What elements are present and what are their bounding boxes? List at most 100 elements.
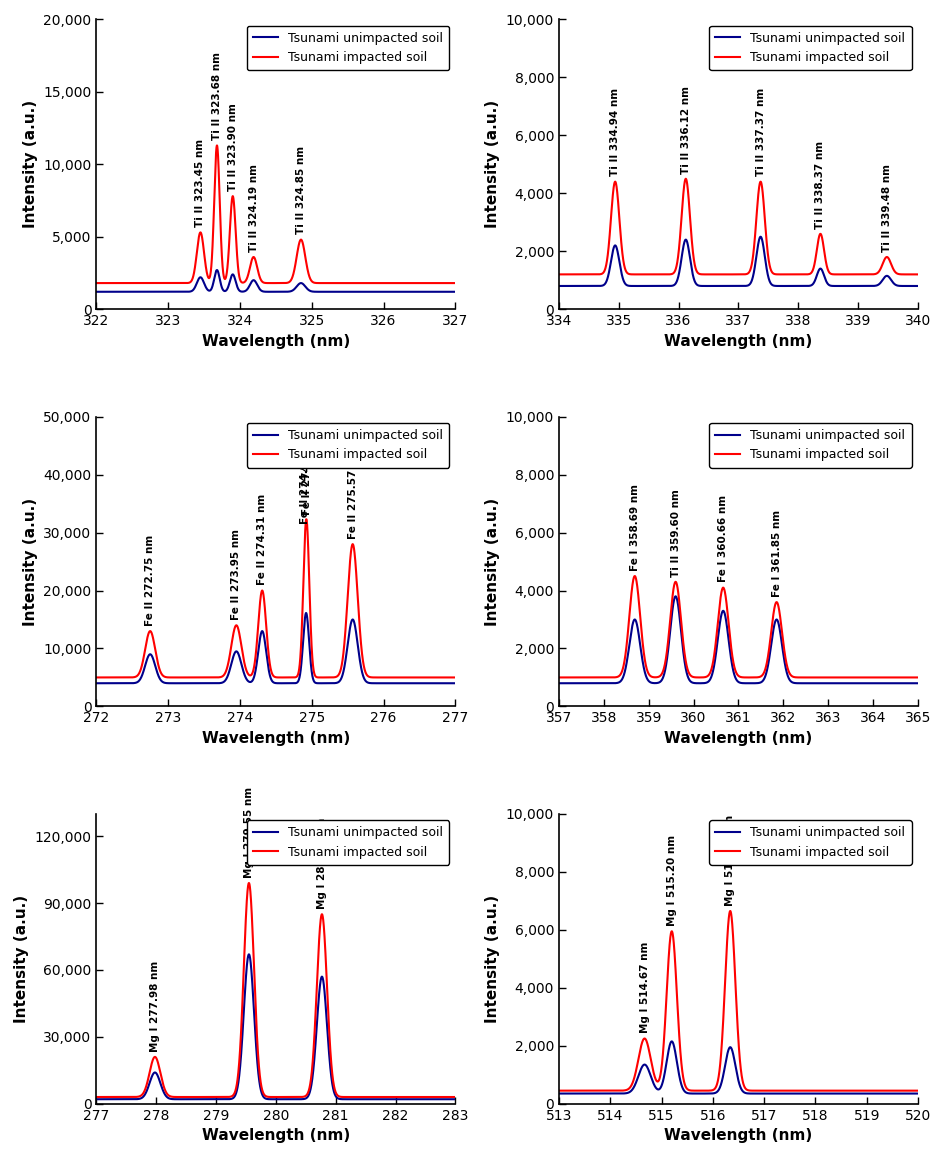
X-axis label: Wavelength (nm): Wavelength (nm) xyxy=(201,1128,349,1143)
Tsunami unimpacted soil xyxy=(449,1092,461,1106)
Legend: Tsunami unimpacted soil, Tsunami impacted soil: Tsunami unimpacted soil, Tsunami impacte… xyxy=(246,25,448,71)
Tsunami impacted soil xyxy=(690,670,701,684)
Tsunami unimpacted soil xyxy=(306,1076,317,1090)
Tsunami unimpacted soil xyxy=(359,285,370,299)
Text: Mg I 514.67 nm: Mg I 514.67 nm xyxy=(639,942,649,1033)
Tsunami impacted soil xyxy=(767,1084,779,1098)
Text: Mg I 515.20 nm: Mg I 515.20 nm xyxy=(666,835,676,926)
Text: Fe I 360.66 nm: Fe I 360.66 nm xyxy=(717,495,728,582)
Text: Fe II 272.75 nm: Fe II 272.75 nm xyxy=(145,535,155,626)
Tsunami impacted soil xyxy=(680,172,691,186)
Text: Ti II 323.45 nm: Ti II 323.45 nm xyxy=(195,139,205,227)
Tsunami impacted soil xyxy=(91,277,102,290)
Tsunami unimpacted soil xyxy=(449,285,461,299)
Tsunami impacted soil xyxy=(156,1071,167,1085)
Tsunami unimpacted soil xyxy=(820,677,832,691)
Tsunami impacted soil xyxy=(156,277,167,290)
X-axis label: Wavelength (nm): Wavelength (nm) xyxy=(664,731,812,746)
Tsunami unimpacted soil xyxy=(385,677,396,691)
Line: Tsunami unimpacted soil: Tsunami unimpacted soil xyxy=(96,955,455,1099)
Tsunami impacted soil xyxy=(552,267,564,281)
Tsunami unimpacted soil xyxy=(820,275,832,289)
Tsunami unimpacted soil xyxy=(91,1092,102,1106)
Tsunami impacted soil xyxy=(449,671,461,685)
Text: Fe II 273.95 nm: Fe II 273.95 nm xyxy=(231,529,241,620)
Tsunami unimpacted soil xyxy=(91,677,102,691)
Tsunami impacted soil xyxy=(552,1084,564,1098)
Tsunami impacted soil xyxy=(820,259,832,273)
Text: Ti II 338.37 nm: Ti II 338.37 nm xyxy=(815,140,824,229)
Text: Fe II 274.91 nm: Fe II 274.91 nm xyxy=(300,433,310,524)
Tsunami unimpacted soil xyxy=(617,668,629,681)
Line: Tsunami unimpacted soil: Tsunami unimpacted soil xyxy=(558,237,917,286)
Text: Fe II 274.93 nm: Fe II 274.93 nm xyxy=(301,425,312,515)
Tsunami impacted soil xyxy=(449,1090,461,1104)
Tsunami unimpacted soil xyxy=(786,676,798,690)
Tsunami impacted soil xyxy=(306,1066,317,1079)
Tsunami impacted soil xyxy=(228,193,239,207)
Tsunami impacted soil xyxy=(767,602,779,616)
Tsunami unimpacted soil xyxy=(767,1086,779,1100)
Tsunami unimpacted soil xyxy=(690,676,701,690)
Tsunami unimpacted soil xyxy=(911,677,922,691)
Text: Fe II 274.31 nm: Fe II 274.31 nm xyxy=(257,494,267,585)
Tsunami impacted soil xyxy=(306,274,317,288)
Text: Ti II 339.48 nm: Ti II 339.48 nm xyxy=(881,164,891,252)
X-axis label: Wavelength (nm): Wavelength (nm) xyxy=(664,1128,812,1143)
Text: Fe II 275.57 nm: Fe II 275.57 nm xyxy=(347,448,358,539)
Tsunami unimpacted soil xyxy=(666,1034,677,1048)
Tsunami unimpacted soil xyxy=(306,285,317,299)
Y-axis label: Intensity (a.u.): Intensity (a.u.) xyxy=(14,894,29,1023)
Tsunami unimpacted soil xyxy=(324,677,335,691)
Line: Tsunami impacted soil: Tsunami impacted soil xyxy=(96,519,455,678)
Tsunami unimpacted soil xyxy=(911,279,922,293)
Text: Ti II 324.19 nm: Ti II 324.19 nm xyxy=(248,164,259,252)
Tsunami impacted soil xyxy=(306,641,317,655)
Text: Ti II 334.94 nm: Ti II 334.94 nm xyxy=(610,88,619,177)
Line: Tsunami unimpacted soil: Tsunami unimpacted soil xyxy=(96,613,455,684)
Tsunami unimpacted soil xyxy=(669,589,681,603)
Tsunami unimpacted soil xyxy=(786,279,798,293)
Tsunami impacted soil xyxy=(156,666,167,680)
Tsunami unimpacted soil xyxy=(156,675,167,688)
Tsunami impacted soil xyxy=(324,671,335,685)
Tsunami unimpacted soil xyxy=(156,285,167,299)
X-axis label: Wavelength (nm): Wavelength (nm) xyxy=(664,333,812,348)
Tsunami unimpacted soil xyxy=(552,677,564,691)
Text: Ti II 323.90 nm: Ti II 323.90 nm xyxy=(228,103,238,191)
Tsunami impacted soil xyxy=(211,139,223,153)
Tsunami impacted soil xyxy=(91,1090,102,1104)
Y-axis label: Intensity (a.u.): Intensity (a.u.) xyxy=(484,894,499,1023)
Text: Ti II 359.60 nm: Ti II 359.60 nm xyxy=(670,488,680,576)
Tsunami impacted soil xyxy=(385,277,396,290)
Tsunami impacted soil xyxy=(690,1084,701,1098)
Text: Ti II 323.68 nm: Ti II 323.68 nm xyxy=(211,52,222,140)
Tsunami unimpacted soil xyxy=(156,1079,167,1093)
Tsunami unimpacted soil xyxy=(306,665,317,679)
Tsunami impacted soil xyxy=(848,1084,859,1098)
Tsunami unimpacted soil xyxy=(848,1086,859,1100)
Tsunami impacted soil xyxy=(359,277,370,290)
Line: Tsunami impacted soil: Tsunami impacted soil xyxy=(96,883,455,1097)
Tsunami impacted soil xyxy=(786,267,798,281)
Tsunami unimpacted soil xyxy=(690,277,701,290)
Tsunami impacted soil xyxy=(228,1088,239,1101)
Text: Ti II 337.37 nm: Ti II 337.37 nm xyxy=(755,88,765,177)
Tsunami unimpacted soil xyxy=(228,649,239,663)
Text: Fe I 358.69 nm: Fe I 358.69 nm xyxy=(629,484,639,570)
Text: Ti II 324.85 nm: Ti II 324.85 nm xyxy=(295,146,306,235)
Tsunami impacted soil xyxy=(848,671,859,685)
Line: Tsunami impacted soil: Tsunami impacted soil xyxy=(558,576,917,678)
Legend: Tsunami unimpacted soil, Tsunami impacted soil: Tsunami unimpacted soil, Tsunami impacte… xyxy=(246,423,448,467)
Tsunami impacted soil xyxy=(629,569,640,583)
Tsunami impacted soil xyxy=(786,1084,798,1098)
Tsunami impacted soil xyxy=(324,277,335,290)
Y-axis label: Intensity (a.u.): Intensity (a.u.) xyxy=(484,101,499,228)
Tsunami impacted soil xyxy=(820,1084,832,1098)
Tsunami unimpacted soil xyxy=(228,1091,239,1105)
Text: Mg I 280.77 nm: Mg I 280.77 nm xyxy=(316,818,327,909)
Tsunami impacted soil xyxy=(359,662,370,676)
X-axis label: Wavelength (nm): Wavelength (nm) xyxy=(201,731,349,746)
Tsunami impacted soil xyxy=(243,876,254,890)
Tsunami unimpacted soil xyxy=(359,672,370,686)
